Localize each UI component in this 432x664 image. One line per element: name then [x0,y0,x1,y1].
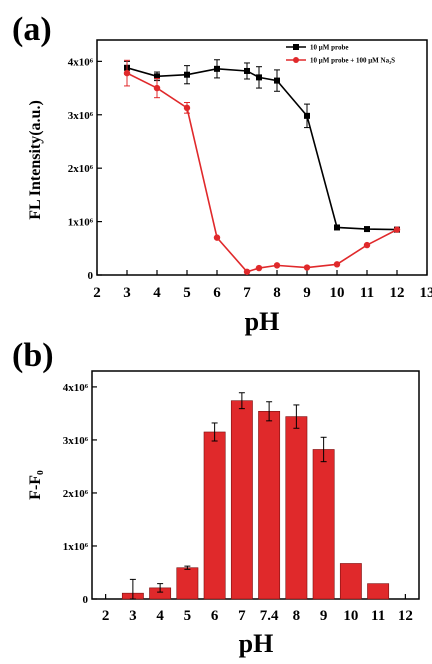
x-tick-label: 8 [293,608,301,624]
data-point [243,268,251,275]
bar-6 [203,431,226,600]
data-point [333,261,341,268]
x-tick-label: 3 [123,285,131,301]
y-tick-label: 2x10⁶ [63,488,89,500]
y-tick-label: 1x10⁶ [68,217,94,229]
x-tick-label: 7.4 [260,608,279,624]
data-point [154,73,160,80]
x-tick-label: 2 [102,608,110,624]
y-tick-label: 0 [83,594,89,606]
data-point [273,262,281,269]
panel-b-ylabel: F-F₀ [27,470,44,500]
x-tick-label: 10 [343,608,358,624]
series-line-1 [126,72,398,273]
x-tick-label: 11 [371,608,385,624]
x-tick-label: 6 [213,285,221,301]
panel-b-xlabel: pH [239,629,274,658]
panel-a-xlabel: pH [245,307,280,336]
data-point [393,226,401,233]
x-tick-label: 9 [303,285,311,301]
bar-8 [285,416,308,600]
x-tick-label: 12 [398,608,413,624]
x-tick-label: 12 [390,285,405,301]
legend-marker-1 [293,57,299,63]
panel-b-label: (b) [12,337,54,374]
panel-a-plot-frame [96,39,428,276]
x-tick-label: 4 [156,608,164,624]
x-tick-label: 6 [211,608,219,624]
panel-a-label: (a) [12,11,52,48]
data-point [334,224,340,231]
y-tick-label: 4x10⁶ [63,382,89,394]
panel-a-series [123,59,401,275]
y-tick-label: 0 [88,270,94,282]
panel-b-chart: (b) 2 3 4 5 6 7 7.4 8 9 10 11 12 0 1x10⁶ 2x10⁶ 3x10⁶ 4x1… [12,337,420,658]
legend-label-1: 10 μM probe + 100 μM Na₂S [310,57,395,65]
data-point [255,264,263,272]
x-tick-label: 5 [183,285,191,301]
data-point [214,65,220,72]
data-point [364,226,370,233]
data-point [153,84,161,92]
panel-a-ticks: 2 3 4 5 6 7 8 9 10 11 12 13 0 1x10⁶ 2x10⁶ 3x10⁶ 4x10⁶ [68,56,432,301]
panel-b-bars [121,392,390,600]
bar-9 [312,449,335,600]
data-point [123,69,131,77]
panel-a-legend: 10 μM probe 10 μM probe + 100 μM Na₂S [286,44,395,65]
data-point [213,234,221,241]
y-tick-label: 2x10⁶ [68,163,94,175]
x-tick-label: 2 [93,285,101,301]
bar-5 [176,567,199,600]
data-point [244,67,250,74]
data-point [183,104,191,112]
y-tick-label: 3x10⁶ [68,110,94,122]
x-tick-label: 7 [238,608,246,624]
panel-a-ylabel: FL Intensity(a.u.) [27,100,44,220]
bar-11 [367,583,390,600]
data-point [303,264,311,271]
legend-label-0: 10 μM probe [310,44,348,52]
data-point [184,71,190,78]
bar-7 [230,400,253,600]
series-line-0 [126,67,398,231]
x-tick-label: 8 [273,285,281,301]
x-tick-label: 3 [129,608,137,624]
x-tick-label: 13 [420,285,432,301]
x-tick-label: 4 [153,285,161,301]
data-point [304,112,310,119]
data-point [363,241,371,249]
x-tick-label: 5 [184,608,192,624]
y-tick-label: 4x10⁶ [68,56,94,68]
x-tick-label: 9 [320,608,328,624]
panel-b-plot-frame [91,370,420,600]
x-tick-label: 11 [360,285,374,301]
panel-a-chart: (a) 2 3 4 5 6 7 8 9 10 11 12 13 0 1x10⁶ 2x10⁶ 3x10⁶ 4x10… [12,11,432,336]
y-tick-label: 3x10⁶ [63,435,89,447]
panel-b-ticks: 2 3 4 5 6 7 7.4 8 9 10 11 12 0 1x10⁶ 2x10⁶ 3x10⁶ 4x10⁶ [63,382,413,624]
bar-10 [339,563,362,600]
legend-marker-0 [293,44,299,50]
bar-7.4 [258,410,281,600]
x-tick-label: 10 [330,285,345,301]
data-point [274,77,280,84]
x-tick-label: 7 [243,285,251,301]
y-tick-label: 1x10⁶ [63,541,89,553]
data-point [256,74,262,81]
